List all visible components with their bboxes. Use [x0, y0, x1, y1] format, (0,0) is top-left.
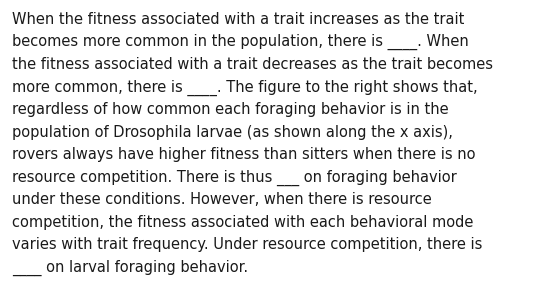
Text: more common, there is ____. The figure to the right shows that,: more common, there is ____. The figure t…: [12, 79, 478, 96]
Text: varies with trait frequency. Under resource competition, there is: varies with trait frequency. Under resou…: [12, 237, 483, 252]
Text: the fitness associated with a trait decreases as the trait becomes: the fitness associated with a trait decr…: [12, 57, 493, 72]
Text: rovers always have higher fitness than sitters when there is no: rovers always have higher fitness than s…: [12, 147, 476, 162]
Text: under these conditions. However, when there is resource: under these conditions. However, when th…: [12, 192, 432, 207]
Text: ____ on larval foraging behavior.: ____ on larval foraging behavior.: [12, 260, 248, 276]
Text: When the fitness associated with a trait increases as the trait: When the fitness associated with a trait…: [12, 12, 465, 27]
Text: competition, the fitness associated with each behavioral mode: competition, the fitness associated with…: [12, 215, 474, 230]
Text: population of Drosophila larvae (as shown along the x axis),: population of Drosophila larvae (as show…: [12, 125, 453, 139]
Text: resource competition. There is thus ___ on foraging behavior: resource competition. There is thus ___ …: [12, 170, 457, 186]
Text: regardless of how common each foraging behavior is in the: regardless of how common each foraging b…: [12, 102, 449, 117]
Text: becomes more common in the population, there is ____. When: becomes more common in the population, t…: [12, 34, 469, 50]
